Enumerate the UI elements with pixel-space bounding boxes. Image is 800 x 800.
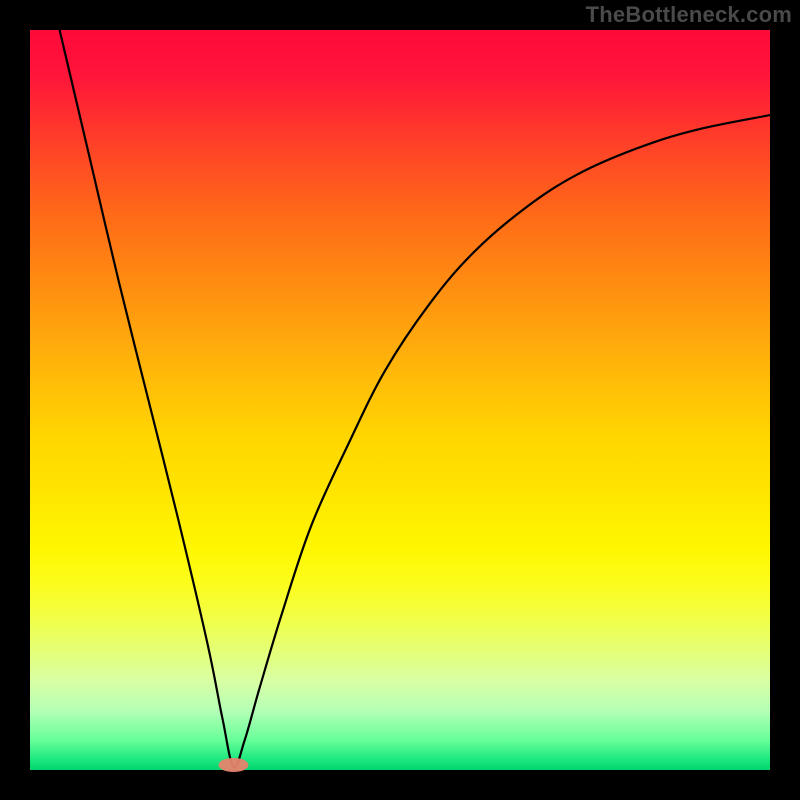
optimum-marker <box>219 758 249 772</box>
chart-container: TheBottleneck.com <box>0 0 800 800</box>
watermark-text: TheBottleneck.com <box>586 2 792 28</box>
bottleneck-chart <box>0 0 800 800</box>
